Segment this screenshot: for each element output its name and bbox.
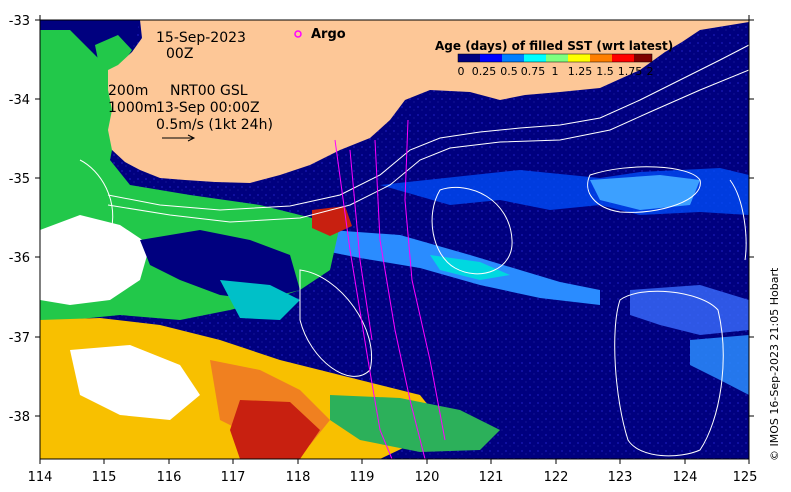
sst-age-region-green-south bbox=[330, 395, 500, 452]
sst-age-region-red bbox=[230, 400, 320, 459]
x-tick-label: 124 bbox=[673, 470, 698, 485]
y-tick-labels: -33 -34 -35 -36 -37 -38 bbox=[9, 14, 30, 425]
y-tick-label: -33 bbox=[9, 14, 30, 29]
argo-tracks bbox=[334, 119, 446, 459]
bathymetry-contours bbox=[79, 44, 749, 457]
x-tick-label: 115 bbox=[92, 470, 117, 485]
x-tick-label: 125 bbox=[733, 470, 758, 485]
x-tick-label: 119 bbox=[350, 470, 375, 485]
sst-age-region-white-south bbox=[70, 345, 200, 420]
x-tick-label: 120 bbox=[415, 470, 440, 485]
x-tick-labels: 114 115 116 117 118 119 120 121 122 123 … bbox=[28, 470, 758, 485]
x-tick-label: 121 bbox=[479, 470, 504, 485]
copyright-credit: © IMOS 16-Sep-2023 21:05 Hobart bbox=[768, 267, 781, 461]
argo-label: Argo bbox=[311, 27, 346, 42]
x-tick-label: 116 bbox=[157, 470, 182, 485]
sst-age-region-dark-west bbox=[140, 230, 300, 300]
legend-colorbar bbox=[457, 53, 653, 63]
legend-title: Age (days) of filled SST (wrt latest) bbox=[435, 39, 673, 53]
plot-frame bbox=[39, 19, 750, 460]
legend-tick: 1 bbox=[552, 65, 559, 78]
product-name: NRT00 GSL bbox=[170, 83, 248, 99]
x-tick-label: 117 bbox=[221, 470, 246, 485]
sst-age-region-white-gaps bbox=[40, 215, 150, 305]
x-tick-label: 114 bbox=[28, 470, 53, 485]
legend-tick: 0.5 bbox=[500, 65, 518, 78]
y-tick-label: -38 bbox=[9, 410, 30, 425]
x-tick-label: 122 bbox=[544, 470, 569, 485]
map-date: 15-Sep-2023 bbox=[156, 30, 246, 46]
y-tick-label: -37 bbox=[9, 331, 30, 346]
arrow-scale-icon bbox=[162, 134, 196, 142]
legend-tick: 0.25 bbox=[472, 65, 497, 78]
sst-age-region-blue-southeast bbox=[690, 335, 749, 395]
legend-tick: 0.75 bbox=[521, 65, 546, 78]
product-time: 13-Sep 00:00Z bbox=[156, 100, 260, 116]
sst-age-region-cyan-west bbox=[220, 280, 300, 320]
legend-tick: 1.25 bbox=[568, 65, 593, 78]
sst-age-region-blue-east bbox=[630, 285, 749, 335]
sst-age-region-red-small bbox=[312, 206, 352, 236]
legend-tick: 1.5 bbox=[596, 65, 614, 78]
sst-age-region-teal bbox=[430, 255, 510, 280]
x-axis bbox=[39, 15, 750, 464]
y-tick-label: -36 bbox=[9, 251, 30, 266]
y-tick-label: -34 bbox=[9, 93, 30, 108]
map-plot-area bbox=[40, 20, 749, 459]
legend-ticks: 0 0.25 0.5 0.75 1 1.25 1.5 1.75 2 bbox=[458, 65, 654, 78]
y-axis bbox=[35, 19, 754, 417]
argo-marker-icon bbox=[294, 30, 302, 38]
x-tick-label: 123 bbox=[608, 470, 633, 485]
x-tick-label: 118 bbox=[286, 470, 311, 485]
legend-tick: 1.75 bbox=[618, 65, 643, 78]
sst-age-region-lightblue bbox=[590, 175, 700, 210]
legend-tick: 0 bbox=[458, 65, 465, 78]
arrow-scale-label: 0.5m/s (1kt 24h) bbox=[156, 117, 273, 133]
contour-label-200m: 200m bbox=[108, 83, 148, 99]
y-tick-label: -35 bbox=[9, 172, 30, 187]
map-time: 00Z bbox=[166, 46, 193, 62]
legend-tick: 2 bbox=[647, 65, 654, 78]
contour-label-1000m: 1000m bbox=[108, 100, 157, 116]
